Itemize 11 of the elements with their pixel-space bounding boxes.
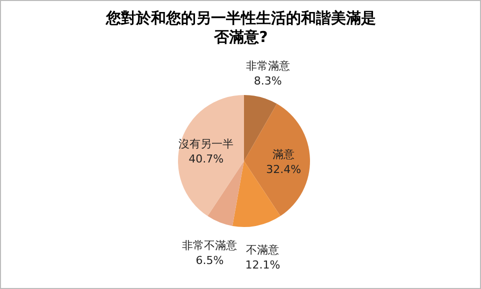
- slice-label: 非常不滿意: [182, 238, 238, 252]
- chart-title: 您對於和您的另一半性生活的和諧美滿是否滿意?: [104, 9, 377, 47]
- slice-label: 非常滿意: [246, 60, 290, 73]
- data-label: 32.4%: [266, 162, 302, 176]
- slice-label: 沒有另一半: [178, 138, 234, 151]
- slice-label: 滿意: [272, 148, 295, 161]
- data-label: 12.1%: [245, 258, 280, 272]
- slice-label: 不滿意: [246, 243, 280, 256]
- data-label: 40.7%: [188, 152, 224, 166]
- data-label: 8.3%: [254, 74, 282, 88]
- data-label: 6.5%: [196, 254, 224, 267]
